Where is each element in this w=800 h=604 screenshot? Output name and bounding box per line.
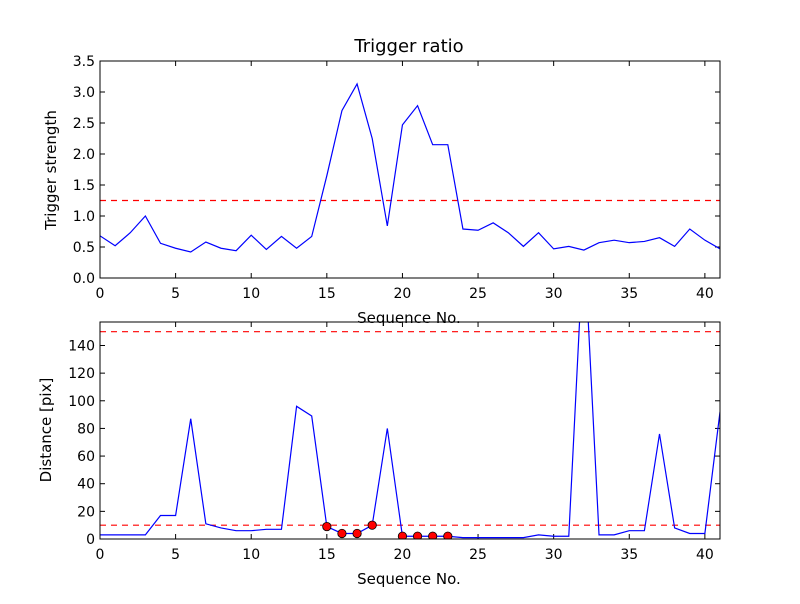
x-tick-label: 10 <box>242 286 260 302</box>
y-tick-label: 20 <box>77 504 95 520</box>
y-tick-label: 80 <box>77 421 95 437</box>
bottom-axis-ticks: 0 5 10 15 20 25 30 35 40 0 20 40 60 80 100 120 140 <box>68 322 720 563</box>
x-tick-label: 15 <box>318 547 336 563</box>
bottom-axes-frame <box>99 321 721 540</box>
bottom-y-axis-label: Distance [pix] <box>37 378 55 483</box>
x-tick-label: 40 <box>696 286 714 302</box>
top-plot-area <box>100 82 720 253</box>
x-tick-label: 35 <box>620 286 638 302</box>
y-tick-label: 3.5 <box>73 54 95 70</box>
data-point-marker <box>443 531 453 539</box>
x-tick-label: 5 <box>171 547 180 563</box>
y-tick-label: 2.5 <box>73 116 95 132</box>
y-tick-label: 3.0 <box>73 85 95 101</box>
y-tick-label: 60 <box>77 449 95 465</box>
x-tick-label: 20 <box>394 547 412 563</box>
series-line <box>100 322 720 539</box>
y-tick-label: 100 <box>68 394 95 410</box>
data-point-marker <box>337 528 347 539</box>
data-point-marker <box>428 531 438 539</box>
y-tick-label: 0 <box>86 532 95 548</box>
y-tick-label: 40 <box>77 477 95 493</box>
bottom-x-axis-label: Sequence No. <box>357 570 461 588</box>
x-tick-label: 15 <box>318 286 336 302</box>
x-tick-label: 5 <box>171 286 180 302</box>
x-tick-label: 35 <box>620 547 638 563</box>
top-axes-frame <box>99 60 721 279</box>
trigger-ratio-panel: Trigger ratio 0 5 10 15 20 25 30 35 40 0.0 0.5 1.0 1… <box>42 36 721 327</box>
y-tick-label: 140 <box>68 338 95 354</box>
y-tick-label: 2.0 <box>73 147 95 163</box>
y-tick-label: 0.0 <box>73 271 95 287</box>
y-tick-label: 120 <box>68 366 95 382</box>
x-tick-label: 30 <box>545 547 563 563</box>
data-point-marker <box>322 521 332 532</box>
x-tick-label: 0 <box>96 547 105 563</box>
series-line <box>100 82 720 253</box>
x-tick-label: 30 <box>545 286 563 302</box>
distance-panel: 0 5 10 15 20 25 30 35 40 0 20 40 60 80 100 120 140 Seque… <box>37 321 721 588</box>
y-tick-label: 0.5 <box>73 240 95 256</box>
data-point-marker <box>367 520 377 530</box>
y-tick-label: 1.5 <box>73 178 95 194</box>
x-tick-label: 0 <box>96 286 105 302</box>
top-x-axis-label: Sequence No. <box>357 309 461 327</box>
x-tick-label: 25 <box>469 547 487 563</box>
x-tick-label: 40 <box>696 547 714 563</box>
top-y-axis-label: Trigger strength <box>42 110 60 231</box>
bottom-plot-area <box>100 322 720 539</box>
data-point-marker <box>397 531 408 539</box>
y-tick-label: 1.0 <box>73 209 95 225</box>
x-tick-label: 25 <box>469 286 487 302</box>
chart-title: Trigger ratio <box>353 36 463 57</box>
top-axis-ticks: 0 5 10 15 20 25 30 35 40 0.0 0.5 1.0 1.5 2.0 2.5 3.0 3.5 <box>73 54 720 302</box>
data-point-marker <box>412 531 423 539</box>
x-tick-label: 20 <box>394 286 412 302</box>
data-point-marker <box>352 528 362 539</box>
x-tick-label: 10 <box>242 547 260 563</box>
